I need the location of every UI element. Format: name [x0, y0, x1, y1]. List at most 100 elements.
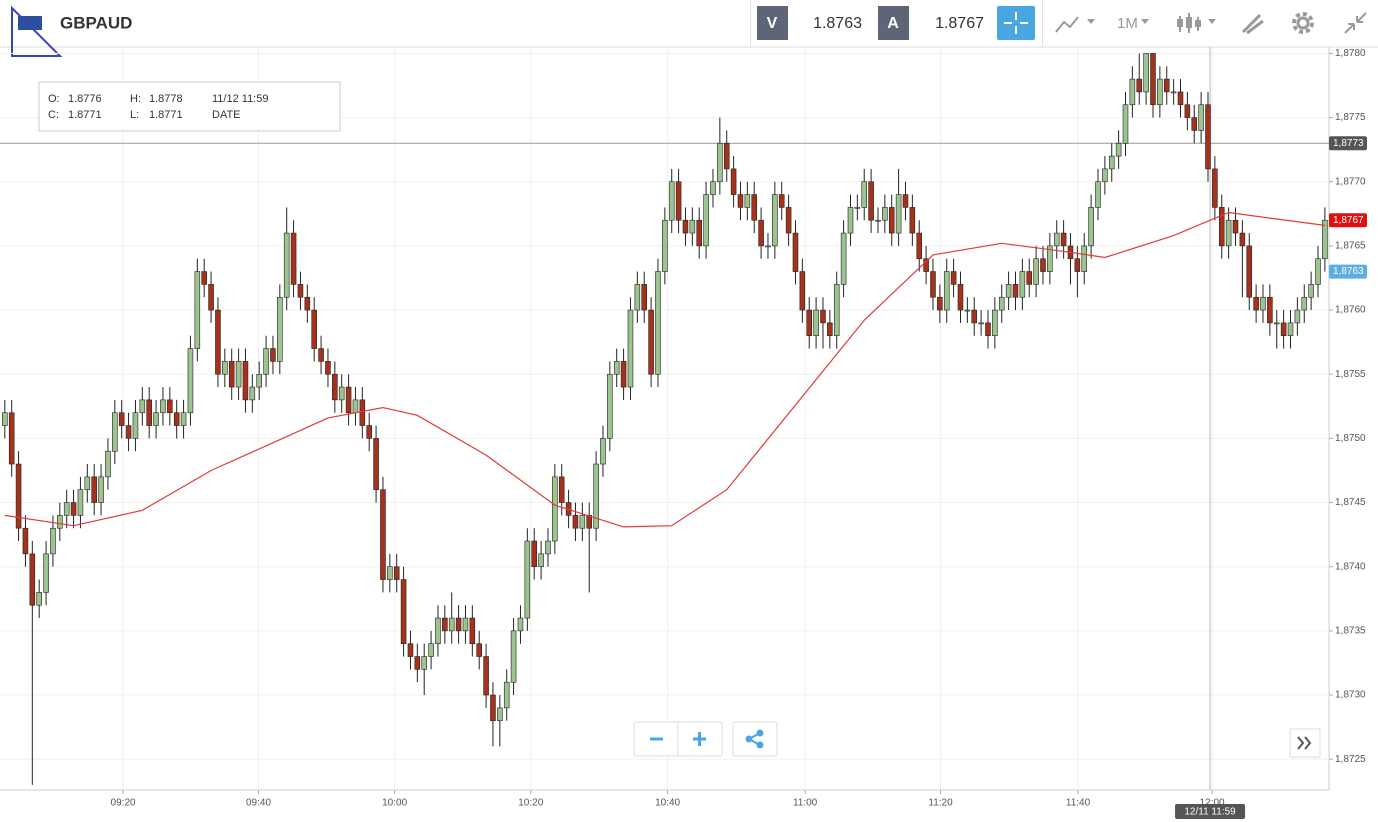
candle-body [1157, 78, 1163, 106]
candle-body [765, 245, 771, 248]
candle-body [483, 656, 489, 696]
candle-body [1177, 91, 1184, 106]
candle-body [854, 207, 861, 209]
candle-body [675, 181, 682, 221]
settings-icon-core [1296, 16, 1310, 30]
x-tick-label: 09:20 [111, 798, 136, 809]
zoom-in[interactable] [693, 732, 706, 746]
candle-body [1053, 232, 1060, 247]
candle-body [180, 412, 187, 426]
candle-body [1294, 309, 1301, 324]
separator [1042, 0, 1043, 47]
candle-body [778, 194, 785, 208]
bid-button[interactable] [757, 6, 788, 40]
candle-body [318, 348, 324, 362]
candle-body [662, 219, 668, 272]
y-tick-label: 1,8750 [1335, 433, 1366, 444]
scroll-end-button[interactable] [1289, 728, 1321, 758]
settings-icon[interactable] [1292, 12, 1314, 34]
candle-body [146, 399, 152, 426]
candle-body [29, 553, 36, 606]
candle-body [545, 540, 551, 555]
candle-body [1095, 181, 1101, 208]
bid-label: V [767, 15, 778, 32]
candle-body [50, 527, 56, 555]
candle-body [1301, 296, 1308, 311]
candle-body [455, 617, 462, 632]
crosshair-button[interactable] [997, 6, 1035, 40]
candle-body [325, 361, 331, 375]
candle-body [827, 322, 833, 337]
candle-body [1129, 78, 1136, 106]
candle-body [930, 271, 936, 298]
collapse-icon[interactable] [1344, 12, 1367, 34]
candle-body [1115, 142, 1122, 157]
candle-body [895, 194, 902, 234]
candle-body [531, 540, 537, 568]
candle-body [407, 643, 414, 657]
candle-body [572, 515, 579, 529]
candle-body [442, 617, 448, 632]
candle-body [153, 412, 159, 426]
candle-body [215, 309, 221, 375]
candle-body [112, 412, 118, 452]
y-tick-label: 1,8775 [1335, 112, 1366, 123]
ohlc-label: L: [130, 109, 139, 121]
chart-type-icon[interactable] [1055, 16, 1079, 33]
candle-body [1212, 168, 1218, 208]
candle-body [1280, 322, 1287, 337]
candle-body [208, 284, 214, 311]
candle-body [620, 361, 627, 388]
candle-body [201, 271, 207, 285]
moving-average [4, 211, 1325, 528]
candle-body [428, 643, 434, 657]
candle-body [558, 476, 565, 503]
candle-body [36, 592, 42, 606]
y-tick-label: 1,8770 [1335, 176, 1366, 187]
candle-body [1260, 296, 1266, 311]
candle-body [1273, 322, 1280, 325]
candle-body [648, 309, 654, 375]
candle-body [923, 258, 929, 272]
candle-body [249, 386, 256, 401]
candle-body [813, 309, 819, 337]
symbol[interactable]: GBPAUD [60, 13, 132, 32]
candle-body [806, 309, 813, 337]
ohlc-label: H: [130, 93, 141, 105]
candle-body [792, 232, 799, 272]
candle-body [655, 271, 661, 375]
ohlc-box [38, 81, 341, 132]
candle-body [297, 284, 304, 298]
candle-body [799, 271, 806, 311]
candle-body [167, 399, 173, 414]
candle-body [710, 181, 716, 195]
candle-body [1253, 296, 1259, 311]
candle-body [1198, 104, 1204, 131]
candle-body [1246, 245, 1253, 298]
candle-body [400, 579, 407, 645]
candle-body [730, 168, 737, 195]
candle-body [1218, 207, 1225, 247]
y-tick-label: 1,8730 [1335, 690, 1366, 701]
candle-body [421, 656, 427, 670]
candle-body [909, 207, 916, 234]
draw-icon[interactable] [1241, 13, 1264, 35]
candle-body [497, 707, 503, 722]
candle-body [888, 207, 895, 234]
candle-body [510, 630, 517, 683]
candle-body [125, 425, 132, 439]
candle-body [63, 502, 70, 516]
scroll-end-icon [1297, 736, 1312, 750]
candle-body [1239, 232, 1246, 247]
candle-body [70, 502, 77, 516]
timeframe[interactable]: 1M [1117, 15, 1138, 32]
share-dot [756, 729, 764, 737]
candle-body [469, 617, 476, 645]
y-tick-label: 1,8765 [1335, 241, 1366, 252]
candle-body [1163, 78, 1170, 93]
ask-button[interactable] [878, 6, 909, 40]
share-button[interactable] [732, 721, 778, 757]
crosshair-y-label: 1,8773 [1333, 138, 1364, 149]
candle-body [517, 617, 524, 632]
candle-body [1012, 284, 1019, 298]
